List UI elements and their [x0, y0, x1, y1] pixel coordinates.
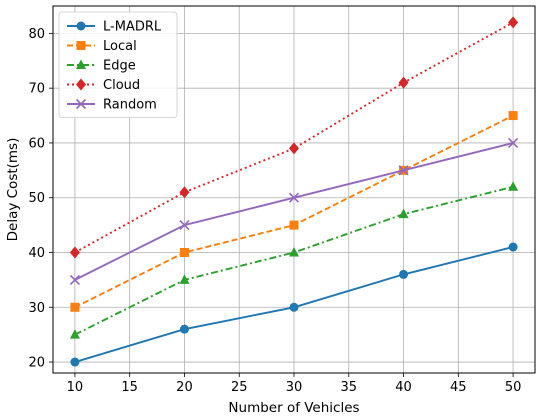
data-point-local [289, 220, 299, 230]
x-tick-label: 10 [67, 380, 84, 395]
data-point-l-madrl [289, 302, 299, 312]
data-point-local [179, 247, 189, 257]
data-point-edge [69, 329, 80, 339]
legend-entry-l-madrl: L-MADRL [67, 20, 162, 35]
data-point-cloud [69, 246, 80, 259]
legend-entry-random: Random [67, 98, 157, 113]
y-tick-label: 50 [28, 191, 45, 206]
data-point-l-madrl [179, 324, 189, 334]
x-tick-label: 40 [395, 380, 412, 395]
legend-marker [76, 78, 86, 91]
y-tick-label: 40 [28, 246, 45, 261]
data-point-random [398, 165, 409, 176]
data-point-random [179, 220, 190, 231]
legend-entry-cloud: Cloud [67, 78, 140, 93]
data-point-random [69, 274, 80, 285]
legend-marker [75, 98, 87, 110]
legend-label: L-MADRL [103, 20, 162, 35]
data-point-edge [179, 274, 190, 284]
data-point-local [70, 302, 80, 312]
x-tick-label: 45 [450, 380, 467, 395]
legend-label: Random [103, 98, 157, 113]
data-point-l-madrl [508, 242, 518, 252]
data-point-random [508, 137, 519, 149]
x-axis-label: Number of Vehicles [228, 400, 359, 416]
y-tick-label: 70 [28, 82, 45, 97]
legend-entry-edge: Edge [67, 59, 136, 74]
legend-label: Edge [103, 59, 136, 74]
series-cloud [69, 16, 519, 259]
x-tick-label: 30 [286, 380, 303, 395]
data-point-edge [398, 208, 409, 219]
x-tick-label: 35 [340, 380, 357, 395]
legend-entry-local: Local [67, 39, 137, 54]
data-point-edge [508, 181, 519, 191]
x-tick-label: 15 [121, 380, 138, 395]
series-random [69, 137, 519, 285]
legend-label: Local [103, 39, 137, 54]
x-tick-label: 25 [231, 380, 248, 395]
series-group [69, 16, 519, 367]
y-axis-label: Delay Cost(ms) [5, 138, 21, 242]
y-tick-label: 60 [28, 136, 45, 151]
data-point-cloud [508, 16, 519, 29]
data-point-edge [289, 246, 299, 257]
data-point-local [508, 111, 518, 121]
data-point-cloud [289, 142, 299, 155]
x-tick-label: 20 [176, 380, 193, 395]
x-tick-label: 50 [505, 380, 522, 395]
legend-label: Cloud [103, 78, 140, 93]
y-tick-label: 80 [28, 27, 45, 42]
data-point-l-madrl [399, 269, 409, 279]
data-point-random [288, 192, 300, 203]
data-point-l-madrl [70, 357, 80, 367]
legend-marker [76, 41, 86, 50]
legend-marker [76, 21, 86, 31]
legend: L-MADRL Local Edge Cloud Random [58, 11, 178, 118]
legend-box [58, 11, 178, 118]
axis-ticks: 10 15 20 25 30 35 40 45 50 20 30 40 50 60 70 80 [28, 27, 521, 395]
legend-marker [76, 59, 86, 69]
series-l-madrl [70, 242, 518, 367]
y-tick-label: 30 [28, 301, 45, 316]
series-edge [69, 181, 519, 339]
y-tick-label: 20 [28, 356, 45, 371]
data-point-cloud [179, 186, 190, 199]
data-point-cloud [398, 76, 409, 89]
